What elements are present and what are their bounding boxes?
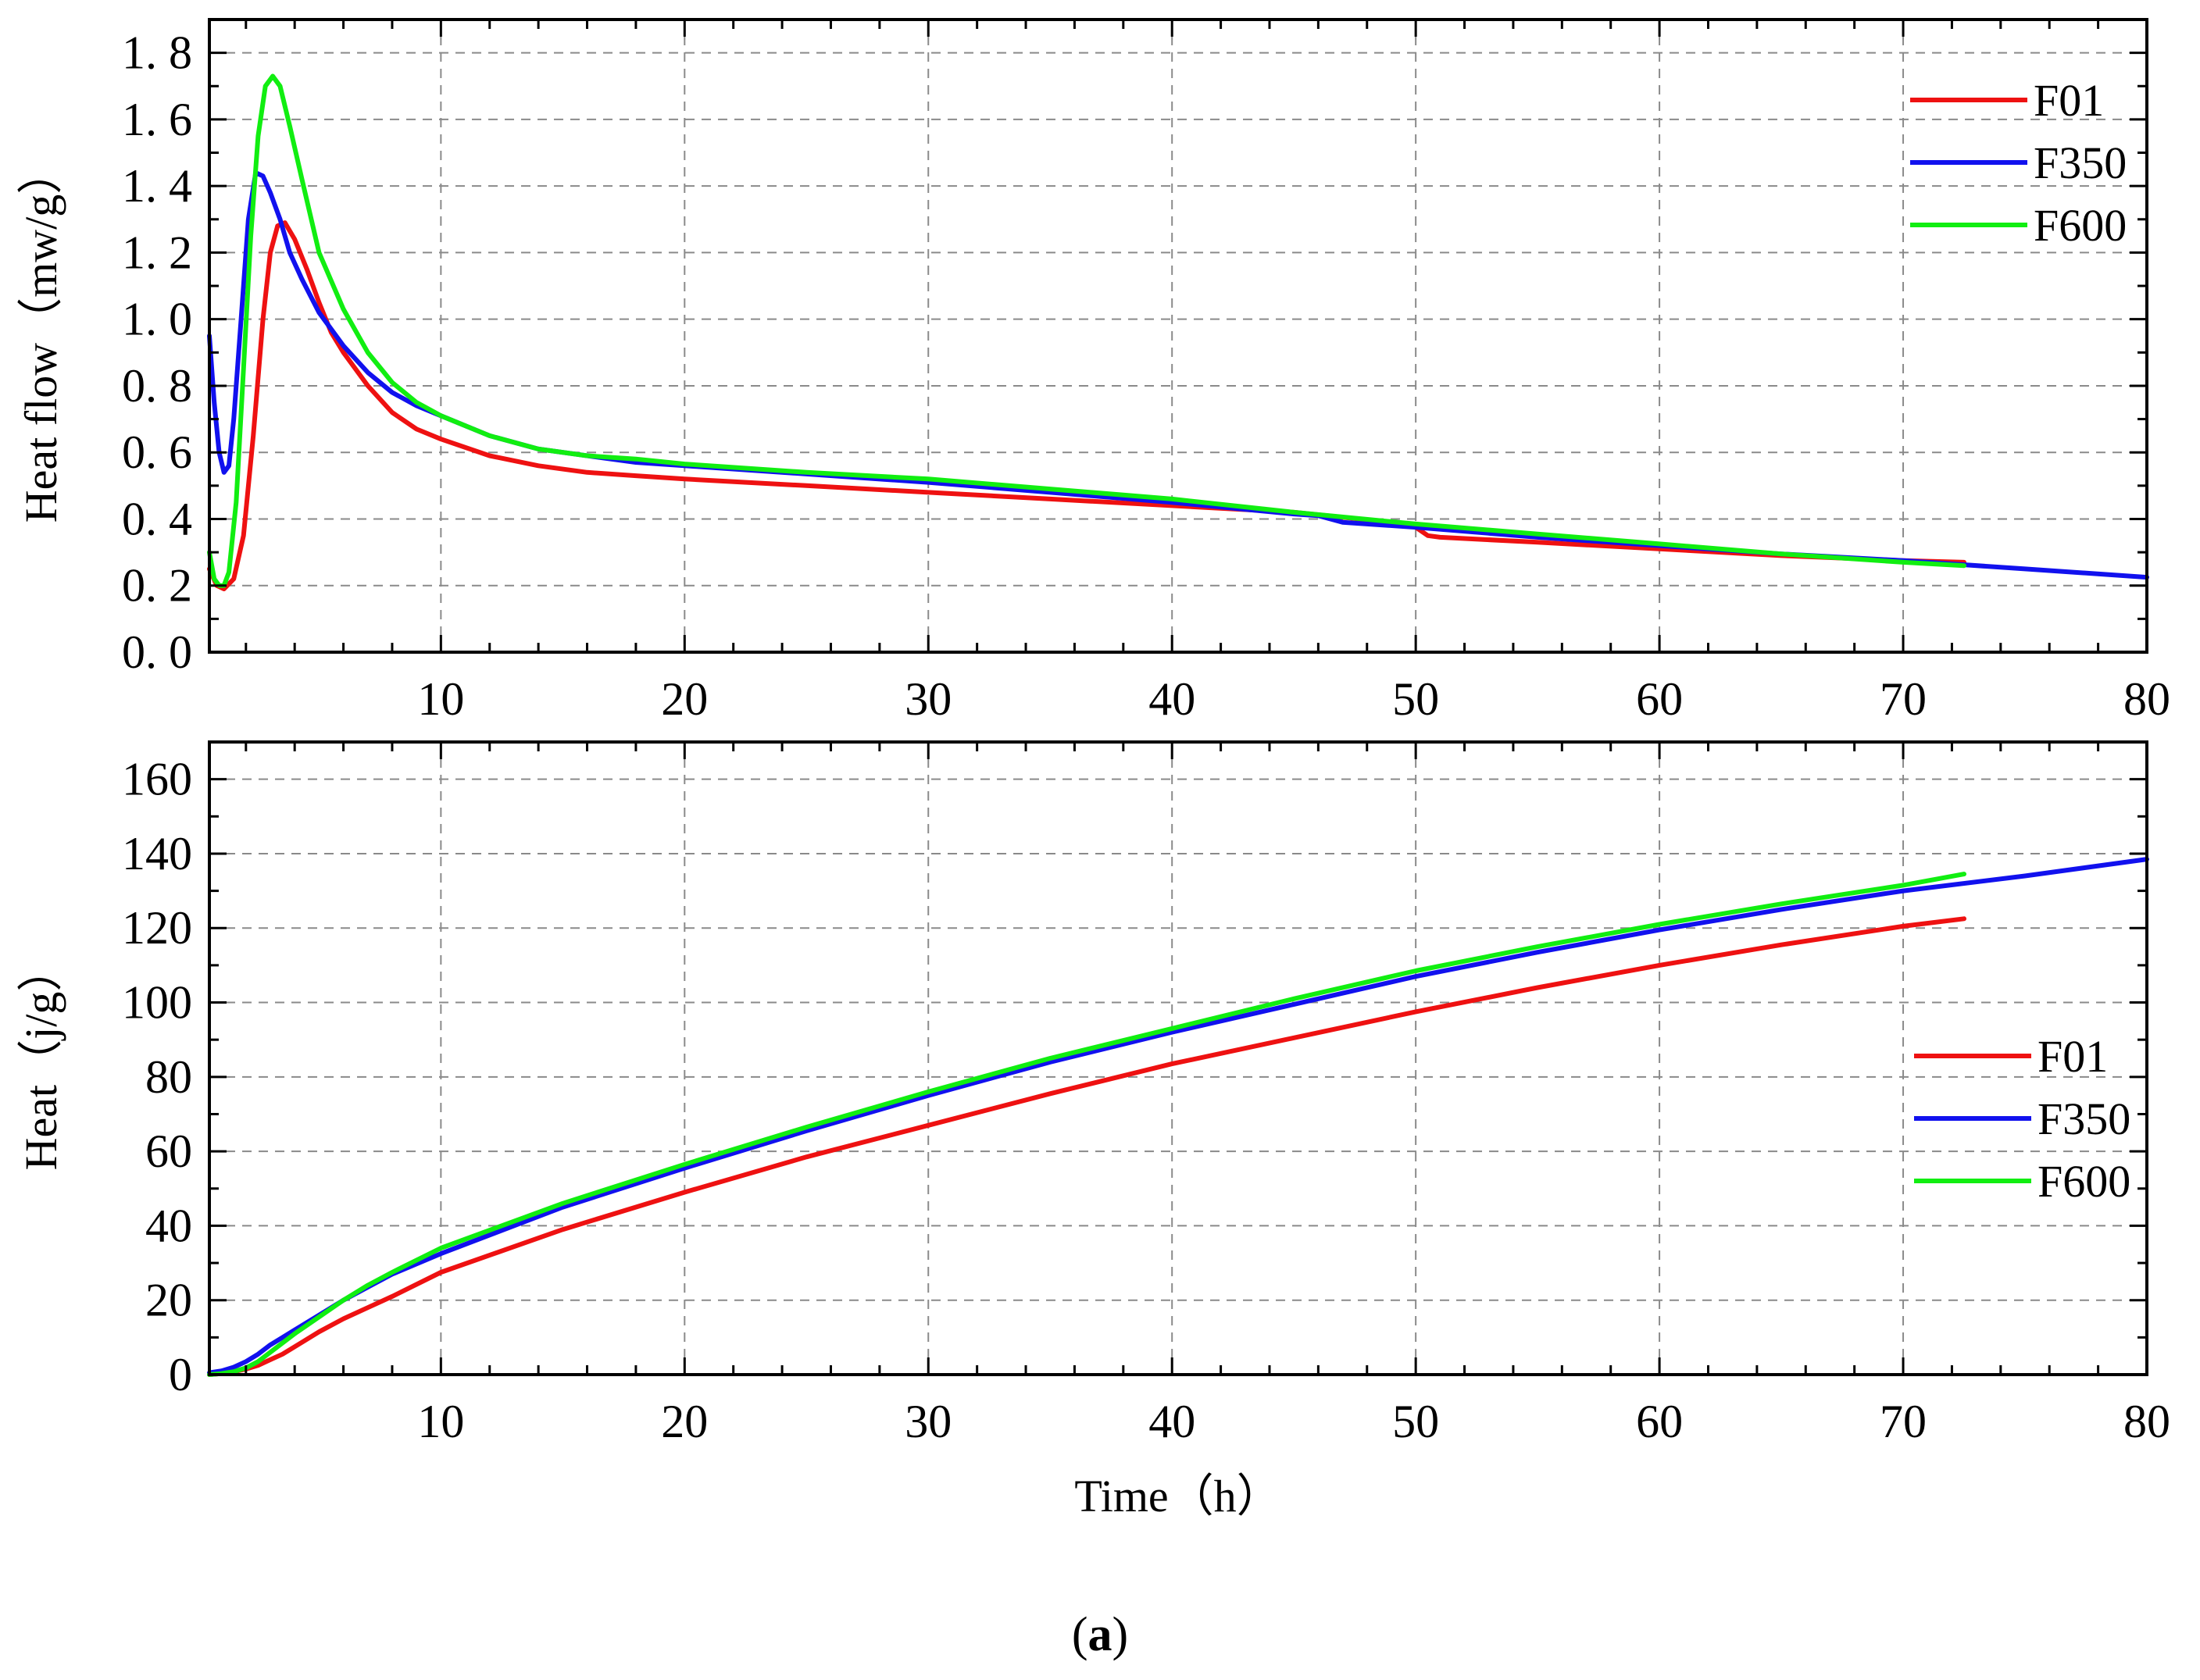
heat-y-tick-label: 0 [169, 1349, 192, 1400]
heat-series-f01 [207, 916, 1966, 1377]
heat-y-axis-label: Heat（j/g） [16, 947, 66, 1171]
heat-y-tick-label: 140 [122, 828, 192, 879]
heat-flow-x-tick-labels: 10 20 30 40 50 60 70 80 [417, 673, 2170, 725]
heat-x-tick-label: 10 [417, 1396, 464, 1447]
heat-flow-x-tick-label: 20 [661, 673, 708, 725]
heat-flow-x-tick-label: 60 [1636, 673, 1683, 725]
heat-y-tick-label: 160 [122, 754, 192, 805]
heat-flow-y-tick-label: 0. 0 [122, 626, 192, 678]
heat-flow-y-tick-label: 1. 2 [122, 226, 192, 278]
heat-y-tick-label: 100 [122, 977, 192, 1029]
heat-legend-label-f350: F350 [2038, 1093, 2130, 1144]
heat-flow-x-tick-label: 80 [2123, 673, 2170, 725]
heat-x-tick-label: 50 [1392, 1396, 1439, 1447]
heat-flow-plot-frame [208, 18, 2148, 654]
heat-flow-series [207, 73, 2149, 591]
heat-x-tick-label: 70 [1880, 1396, 1927, 1447]
heat-flow-y-tick-label: 1. 0 [122, 294, 192, 345]
heat-x-tick-label: 20 [661, 1396, 708, 1447]
heat-series-f350 [207, 857, 2149, 1375]
heat-flow-x-tick-label: 10 [417, 673, 464, 725]
heat-chart: 0 20 40 60 80 100 120 140 160 10 20 30 40 50 60 70 80 H… [16, 740, 2170, 1521]
heat-flow-y-tick-label: 0. 2 [122, 560, 192, 612]
heat-x-axis-label: Time（h） [1074, 1471, 1281, 1521]
heat-flow-series-f600 [207, 73, 1966, 588]
heat-flow-chart: 0. 0 0. 2 0. 4 0. 6 0. 8 1. 0 1. 2 1. 4 1. 6 1. 8… [16, 18, 2170, 725]
heat-flow-legend-label-f01: F01 [2034, 75, 2104, 126]
panel-label: (a) [1072, 1608, 1128, 1661]
heat-y-tick-label: 80 [145, 1051, 192, 1103]
heat-y-tick-labels: 0 20 40 60 80 100 120 140 160 [122, 754, 192, 1400]
heat-series [207, 857, 2149, 1377]
heat-y-tick-label: 40 [145, 1200, 192, 1251]
heat-grid [209, 742, 2147, 1375]
heat-x-tick-label: 40 [1148, 1396, 1195, 1447]
panel-label-close-paren: ) [1112, 1608, 1129, 1661]
heat-flow-y-axis-label: Heat flow（mw/g） [16, 149, 66, 523]
heat-legend-label-f600: F600 [2038, 1156, 2130, 1207]
heat-x-tick-labels: 10 20 30 40 50 60 70 80 [417, 1396, 2170, 1447]
heat-flow-legend-label-f350: F350 [2034, 137, 2127, 188]
heat-flow-x-tick-label: 30 [905, 673, 952, 725]
heat-flow-x-tick-label: 50 [1392, 673, 1439, 725]
heat-flow-y-tick-labels: 0. 0 0. 2 0. 4 0. 6 0. 8 1. 0 1. 2 1. 4 1. 6 1. 8 [122, 27, 192, 678]
heat-flow-y-tick-label: 1. 6 [122, 94, 192, 145]
heat-plot-frame [208, 740, 2148, 1376]
heat-x-tick-label: 80 [2123, 1396, 2170, 1447]
heat-flow-x-tick-label: 40 [1148, 673, 1195, 725]
heat-y-tick-label: 20 [145, 1275, 192, 1326]
heat-legend-label-f01: F01 [2038, 1031, 2108, 1082]
heat-flow-y-tick-label: 0. 6 [122, 426, 192, 478]
heat-flow-grid [209, 20, 2147, 652]
heat-x-tick-label: 30 [905, 1396, 952, 1447]
heat-flow-y-tick-label: 0. 4 [122, 493, 192, 544]
heat-flow-y-tick-label: 1. 4 [122, 160, 192, 212]
heat-flow-y-tick-label: 0. 8 [122, 360, 192, 412]
heat-flow-x-tick-label: 70 [1880, 673, 1927, 725]
heat-flow-legend: F01 F350 F600 [1910, 75, 2127, 251]
heat-series-f600 [207, 872, 1966, 1377]
panel-label-letter: a [1088, 1608, 1112, 1661]
heat-flow-y-tick-label: 1. 8 [122, 27, 192, 79]
heat-y-tick-label: 60 [145, 1125, 192, 1177]
heat-legend: F01 F350 F600 [1914, 1031, 2130, 1207]
panel-label-open-paren: ( [1072, 1608, 1088, 1661]
heat-flow-series-f01 [207, 220, 1966, 591]
heat-flow-legend-label-f600: F600 [2034, 200, 2127, 251]
heat-y-tick-label: 120 [122, 902, 192, 954]
heat-x-tick-label: 60 [1636, 1396, 1683, 1447]
